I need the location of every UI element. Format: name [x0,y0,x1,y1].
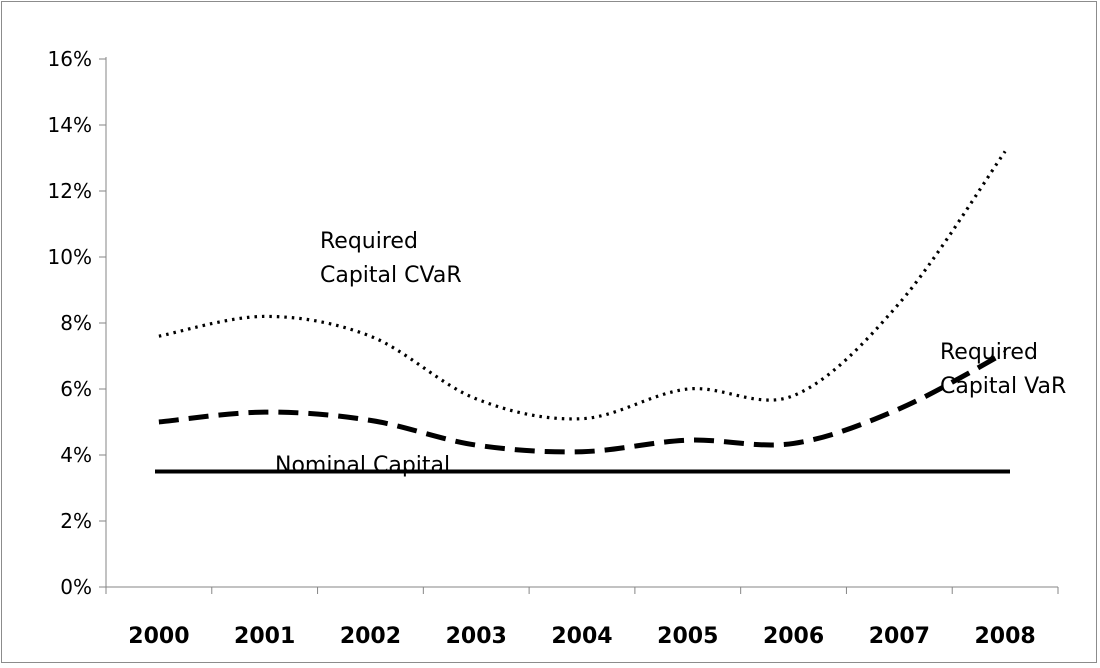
x-tick-label: 2006 [763,624,824,649]
y-tick-label: 6% [60,377,92,401]
y-tick-label: 14% [48,113,92,137]
y-tick-label: 8% [60,311,92,335]
series-line-required-capital-cvar [158,150,1007,421]
y-tick-label: 16% [48,47,92,71]
y-tick-label: 4% [60,443,92,467]
x-tick-label: 2003 [446,624,507,649]
x-tick-label: 2008 [974,624,1035,649]
x-tick-label: 2007 [869,624,930,649]
y-tick-label: 10% [48,245,92,269]
series-label-required-capital-var: Capital VaR [940,374,1066,399]
y-tick-label: 12% [48,179,92,203]
series-label-required-capital-var: Required [940,340,1038,365]
series-label-nominal-capital: Nominal Capital [275,453,450,478]
series-line-required-capital-var [158,350,1007,455]
x-tick-label: 2002 [340,624,401,649]
x-tick-label: 2000 [128,624,189,649]
x-tick-label: 2001 [234,624,295,649]
y-tick-label: 0% [60,575,92,599]
series-label-required-capital-cvar: Required [320,229,418,254]
y-tick-label: 2% [60,509,92,533]
x-tick-label: 2004 [551,624,612,649]
x-tick-label: 2005 [657,624,718,649]
series-label-required-capital-cvar: Capital CVaR [320,263,462,288]
